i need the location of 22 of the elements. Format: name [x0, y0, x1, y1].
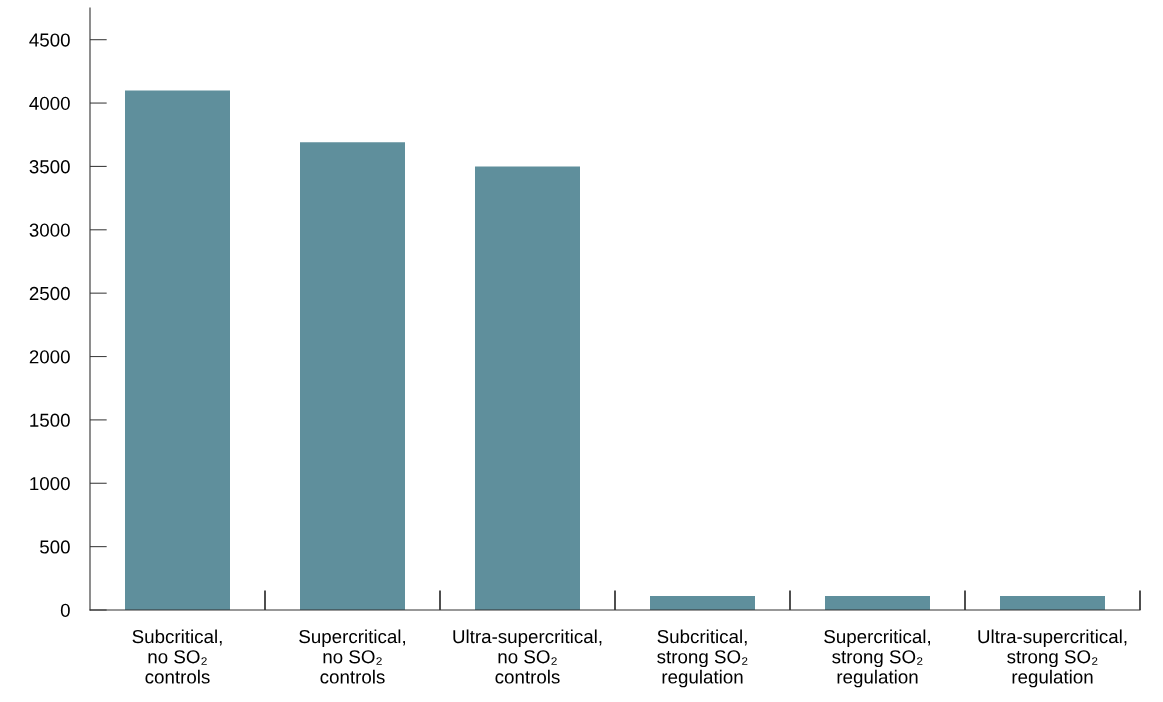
- bar: [125, 90, 230, 610]
- x-tick-label: Supercritical, strong SO₂ regulation: [824, 629, 930, 688]
- bar: [825, 596, 930, 610]
- x-tick-label: Subcritical, strong SO₂ regulation: [657, 629, 748, 688]
- bar: [650, 596, 755, 610]
- bar: [1000, 596, 1105, 610]
- y-tick-label: 0: [60, 603, 70, 617]
- y-tick-label: 1000: [30, 476, 70, 491]
- bar: [300, 142, 405, 610]
- x-tick-label: Supercritical, no SO₂ controls: [299, 629, 405, 684]
- x-tick-label: Subcritical, no SO₂ controls: [132, 629, 222, 684]
- x-tick-label: Ultra-supercritical, no SO₂ controls: [453, 629, 602, 684]
- y-tick-label: 500: [40, 540, 70, 554]
- y-tick-label: 4500: [29, 33, 70, 47]
- x-tick-label: Ultra-supercritical, strong SO₂ regulation: [978, 629, 1127, 688]
- y-tick-label: 3000: [29, 223, 70, 237]
- y-tick-label: 3500: [29, 160, 70, 174]
- y-tick-label: 2000: [29, 350, 70, 364]
- y-tick-label: 1500: [30, 413, 70, 427]
- y-tick-label: 2500: [29, 286, 70, 301]
- y-tick-label: 4000: [29, 96, 70, 111]
- bar: [475, 166, 580, 610]
